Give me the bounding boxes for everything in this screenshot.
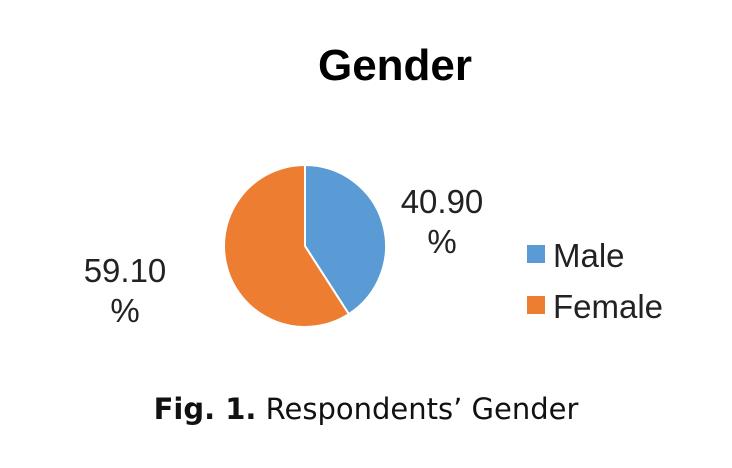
figure-caption-text: Respondents’ Gender	[265, 392, 579, 426]
legend-label-female: Female	[553, 288, 663, 325]
pie-slice-female	[223, 163, 351, 328]
data-label-male: 40.90%	[401, 183, 484, 260]
legend-swatch-female	[527, 296, 545, 314]
data-labels: 40.90 % 59.10%	[84, 183, 484, 329]
data-label-female: 59.10%	[84, 252, 167, 329]
figure-caption: Fig. 1. Respondents’ Gender	[0, 392, 732, 426]
chart-title: Gender	[318, 41, 472, 90]
legend-label-male: Male	[553, 237, 625, 274]
legend-swatch-male	[527, 245, 545, 263]
figure-number: Fig. 1.	[153, 392, 257, 426]
pie-slices	[223, 163, 387, 328]
legend: Male Female	[527, 237, 663, 325]
